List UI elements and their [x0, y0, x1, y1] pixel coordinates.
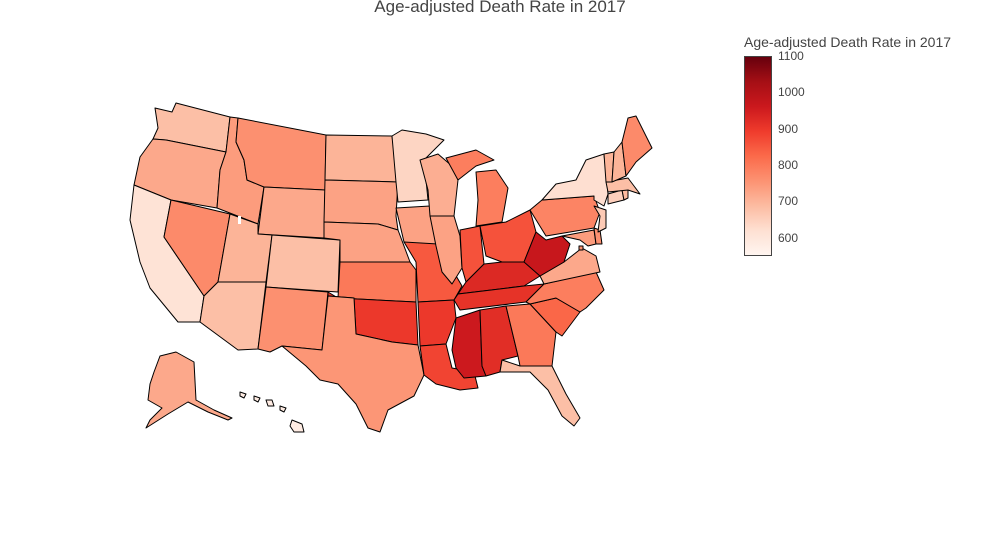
state-NM[interactable] — [257, 286, 329, 353]
colorbar — [744, 56, 772, 256]
colorbar-tick-label: 800 — [778, 158, 799, 173]
lake-notch — [238, 216, 241, 224]
state-AZ[interactable] — [199, 281, 267, 351]
state-HI[interactable] — [239, 391, 305, 433]
state-WY[interactable] — [257, 186, 326, 239]
state-KS[interactable] — [337, 261, 417, 303]
state-ME[interactable] — [621, 115, 653, 177]
chart-title: Age-adjusted Death Rate in 2017 — [374, 0, 626, 16]
state-MA[interactable] — [605, 177, 641, 195]
state-WV[interactable] — [523, 231, 571, 277]
state-NJ[interactable] — [593, 205, 607, 233]
state-MT[interactable] — [235, 117, 327, 191]
colorbar-tick-label: 600 — [778, 230, 799, 245]
state-PA[interactable] — [529, 195, 601, 237]
state-IL[interactable] — [429, 215, 463, 285]
state-LA[interactable] — [419, 343, 479, 391]
state-FL[interactable] — [499, 359, 581, 427]
state-WI[interactable] — [419, 153, 459, 217]
colorbar-tick-label: 1000 — [778, 85, 805, 100]
state-MI[interactable] — [445, 149, 509, 227]
state-AK[interactable] — [145, 351, 233, 429]
state-ND[interactable] — [324, 134, 399, 183]
state-CO[interactable] — [265, 234, 341, 293]
colorbar-title: Age-adjusted Death Rate in 2017 — [744, 34, 952, 50]
state-AR[interactable] — [417, 299, 457, 347]
state-MD[interactable] — [561, 229, 597, 247]
state-TX[interactable] — [281, 295, 425, 433]
state-DC[interactable] — [578, 245, 584, 251]
colorbar-tick-label: 900 — [778, 121, 799, 136]
colorbar-tick-label: 1100 — [778, 49, 804, 63]
colorbar-tick-label: 700 — [778, 194, 799, 209]
